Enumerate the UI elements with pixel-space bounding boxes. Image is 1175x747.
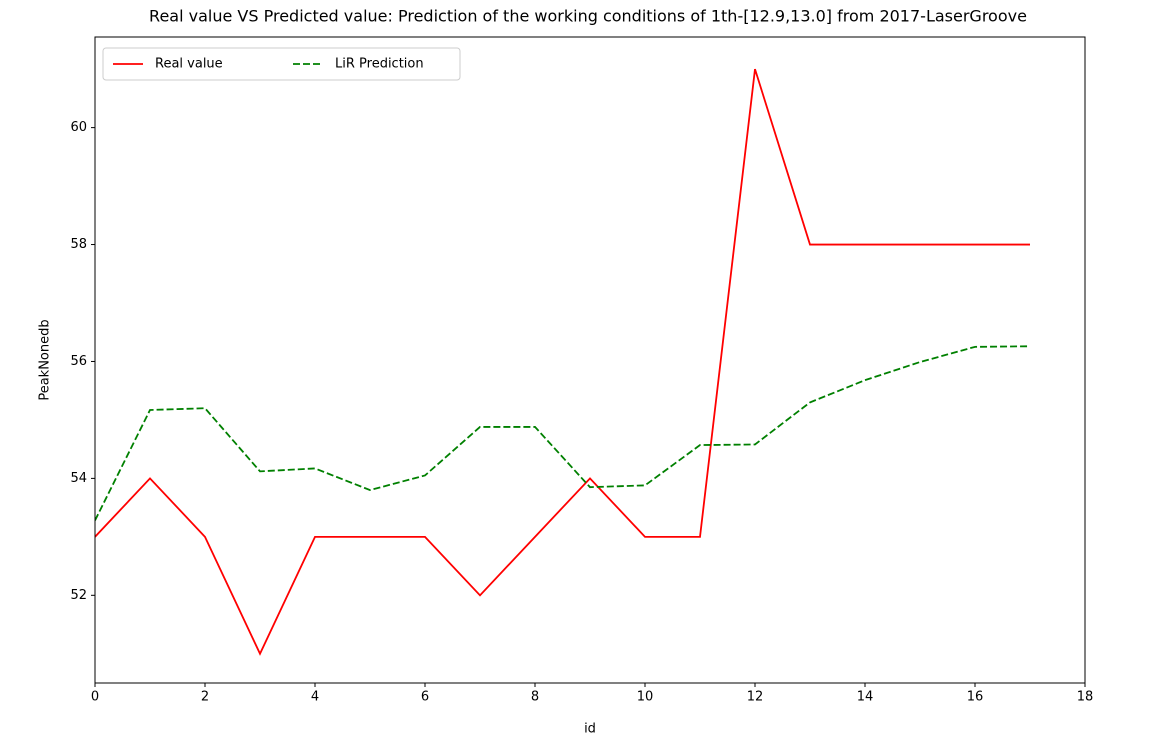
legend-box xyxy=(102,47,461,81)
x-tick-label: 0 xyxy=(91,690,99,705)
x-tick-label: 4 xyxy=(311,690,319,705)
legend: Real value LiR Prediction xyxy=(102,47,461,81)
chart-title: Real value VS Predicted value: Predictio… xyxy=(149,7,1027,26)
legend-label: Real value xyxy=(155,57,223,72)
x-tick-label: 6 xyxy=(421,690,429,705)
y-axis-label: PeakNonedb xyxy=(38,319,53,400)
legend-label: LiR Prediction xyxy=(335,57,424,72)
y-tick-label: 58 xyxy=(70,237,87,252)
x-axis-label: id xyxy=(584,722,596,737)
x-tick-label: 14 xyxy=(857,690,874,705)
y-tick-label: 54 xyxy=(70,471,87,486)
x-tick-label: 12 xyxy=(747,690,764,705)
x-tick-label: 10 xyxy=(637,690,654,705)
x-tick-label: 18 xyxy=(1077,690,1094,705)
plot-frame xyxy=(94,36,1086,684)
x-tick-label: 8 xyxy=(531,690,539,705)
x-tick-label: 16 xyxy=(967,690,984,705)
y-tick-label: 56 xyxy=(70,354,87,369)
y-tick-label: 52 xyxy=(70,588,87,603)
y-tick-label: 60 xyxy=(70,120,87,135)
x-tick-label: 2 xyxy=(201,690,209,705)
series-line xyxy=(95,68,1030,656)
series-line xyxy=(95,345,1031,521)
